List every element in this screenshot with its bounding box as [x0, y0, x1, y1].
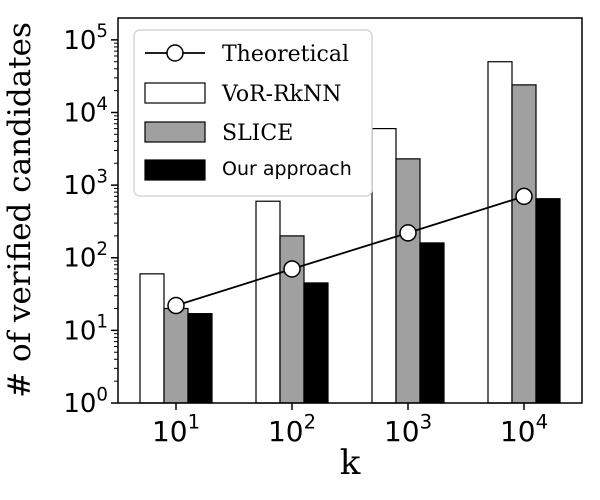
x-axis-label: k — [340, 443, 361, 483]
bar-our-approach-3 — [419, 242, 445, 404]
y-tick-label-1: 101 — [63, 312, 108, 347]
legend-swatch-vor-rknn — [144, 82, 206, 104]
x-tick-label-2: 102 — [268, 410, 316, 448]
y-tick-label-5: 105 — [63, 21, 108, 56]
legend-frame — [133, 29, 373, 197]
bar-our-approach-2 — [303, 282, 329, 404]
y-axis-ticks: 100 101 102 103 104 105 — [63, 21, 118, 419]
legend: Theoretical VoR-RkNN SLICE Our approach — [133, 29, 373, 197]
bar-slice-1 — [163, 307, 189, 404]
theoretical-point-1 — [167, 296, 185, 315]
legend-label-vor-rknn: VoR-RkNN — [221, 82, 342, 107]
x-tick-label-3: 103 — [384, 410, 432, 448]
bar-vor-rknn-2 — [255, 200, 281, 404]
bar-vor-rknn-3 — [371, 128, 397, 404]
y-tick-label-0: 100 — [63, 384, 108, 419]
x-axis-ticks: 101 102 103 104 — [152, 403, 548, 448]
bar-vor-rknn-4 — [487, 61, 513, 404]
plot-area-frame — [117, 17, 583, 404]
bar-slice-4 — [511, 84, 537, 404]
theoretical-point-4 — [515, 187, 533, 206]
legend-label-slice: SLICE — [222, 121, 293, 146]
y-tick-label-3: 103 — [63, 166, 108, 201]
bar-our-approach-1 — [187, 313, 213, 404]
x-tick-label-4: 104 — [500, 410, 548, 448]
theoretical-line — [175, 195, 525, 307]
bar-vor-rknn-1 — [139, 273, 165, 404]
bar-slice-3 — [395, 158, 421, 404]
theoretical-point-2 — [283, 260, 301, 278]
y-tick-label-4: 104 — [63, 94, 108, 129]
legend-label-theoretical: Theoretical — [222, 42, 349, 67]
theoretical-line-layer — [167, 187, 533, 315]
y-tick-label-2: 102 — [63, 239, 108, 274]
legend-label-our-approach: Our approach — [222, 158, 352, 180]
legend-theoretical-marker — [166, 44, 184, 62]
legend-swatch-our-approach — [144, 159, 206, 181]
bar-our-approach-4 — [535, 198, 561, 404]
theoretical-point-3 — [399, 224, 417, 242]
y-axis-label: # of verified candidates — [2, 22, 38, 398]
legend-swatch-slice — [144, 121, 206, 143]
x-tick-label-1: 101 — [152, 410, 200, 448]
